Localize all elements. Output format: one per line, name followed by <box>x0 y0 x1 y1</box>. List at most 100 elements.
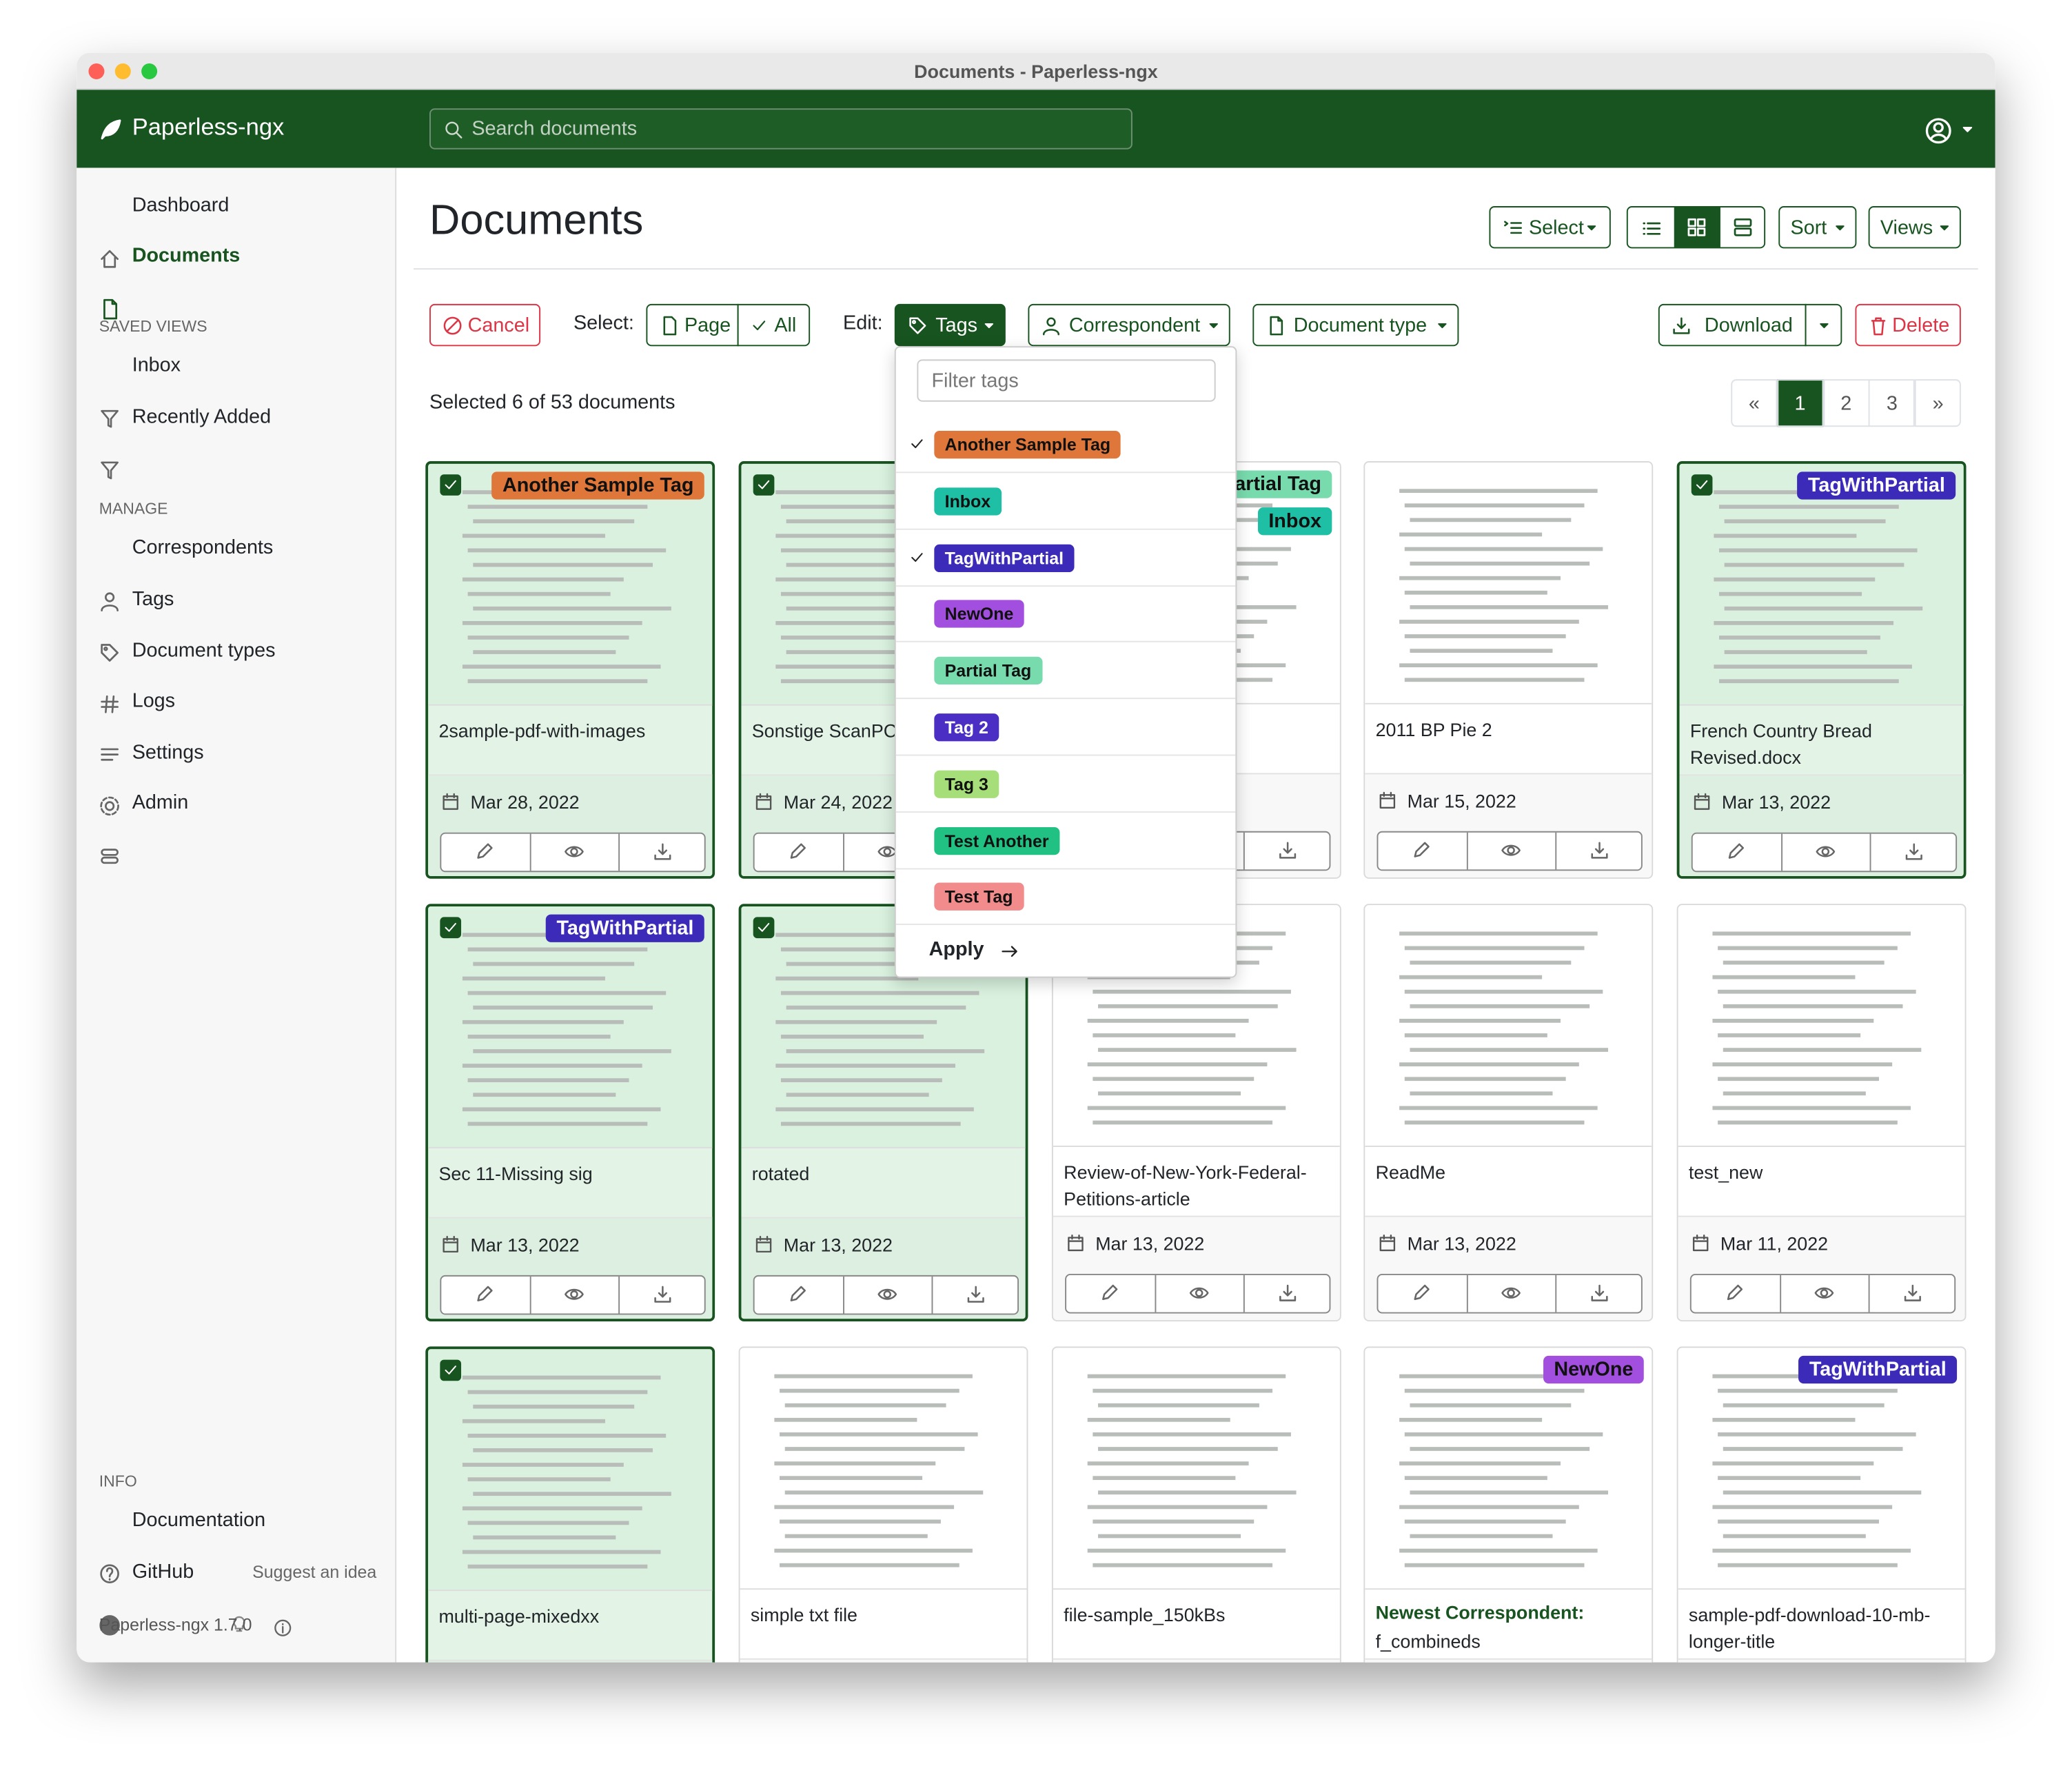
download-button[interactable] <box>1869 833 1958 871</box>
download-button[interactable] <box>931 1276 1019 1314</box>
download-button[interactable] <box>1243 1275 1332 1312</box>
download-menu[interactable] <box>1805 303 1842 347</box>
sidebar-link[interactable]: Dashboard <box>132 194 230 217</box>
document-title[interactable]: 2sample-pdf-with-images <box>438 720 646 742</box>
document-card[interactable]: multi-page-mixedxx <box>425 1346 715 1663</box>
pencil-button[interactable] <box>755 1277 843 1314</box>
correspondent-button[interactable]: Correspondent <box>1028 303 1230 347</box>
sort-button[interactable]: Sort <box>1778 206 1857 249</box>
document-title[interactable]: French Country Bread Revised.docx <box>1689 720 1872 768</box>
download-button[interactable] <box>1555 832 1643 870</box>
document-type-button[interactable]: Document type <box>1252 303 1459 347</box>
eye-button[interactable] <box>1466 832 1555 870</box>
tag-option[interactable]: Inbox <box>895 473 1236 530</box>
eye-button[interactable] <box>529 1276 618 1314</box>
document-title[interactable]: sample-pdf-download-10-mb-longer-title <box>1688 1604 1931 1652</box>
document-title[interactable]: multi-page-mixedxx <box>438 1605 600 1627</box>
document-title[interactable]: 2011 BP Pie 2 <box>1375 718 1492 740</box>
checkbox[interactable] <box>1691 474 1713 496</box>
document-card[interactable]: 2011 BP Pie 2 Mar 15, 2022 <box>1363 461 1654 879</box>
page-link[interactable]: 3 <box>1869 379 1916 427</box>
eye-button[interactable] <box>1466 1275 1555 1312</box>
pencil-button[interactable] <box>1378 833 1466 870</box>
eye-button[interactable] <box>843 1276 931 1314</box>
document-title[interactable]: Review-of-New-York-Federal-Petitions-art… <box>1064 1161 1307 1210</box>
tag-option[interactable]: Test Another <box>895 812 1236 869</box>
page-link[interactable]: 2 <box>1822 379 1869 427</box>
views-button[interactable]: Views <box>1868 206 1961 249</box>
sidebar-link[interactable]: Correspondents <box>132 536 274 559</box>
sidebar-link[interactable]: Settings <box>132 741 204 764</box>
pencil-button[interactable] <box>755 834 843 871</box>
document-card[interactable]: NewOne Newest Correspondent: f_combineds <box>1363 1346 1654 1663</box>
eye-button[interactable] <box>1155 1275 1243 1312</box>
document-card[interactable]: TagWithPartial Sec 11-Missing sig Mar 13, … <box>425 904 715 1321</box>
search-box[interactable]: Search documents <box>429 108 1133 150</box>
document-title[interactable]: ReadMe <box>1375 1161 1446 1183</box>
pencil-button[interactable] <box>1066 1275 1155 1312</box>
document-card[interactable]: file-sample_150kBs <box>1051 1346 1341 1663</box>
delete-button[interactable]: Delete <box>1855 303 1961 347</box>
sidebar-link[interactable]: Documents <box>132 244 241 267</box>
tag-option[interactable]: Tag 2 <box>895 699 1236 756</box>
page-link[interactable]: » <box>1915 379 1962 427</box>
sidebar-link[interactable]: Tags <box>132 588 174 611</box>
pencil-button[interactable] <box>1692 1275 1780 1312</box>
sidebar-link[interactable]: Recently Added <box>132 405 272 429</box>
checkbox[interactable] <box>753 474 775 496</box>
pencil-button[interactable] <box>1378 1275 1466 1312</box>
tag-option[interactable]: Another Sample Tag <box>895 416 1236 474</box>
pencil-button[interactable] <box>441 1277 529 1314</box>
document-title[interactable]: file-sample_150kBs <box>1064 1604 1226 1625</box>
sidebar-link[interactable]: Suggest an idea <box>252 1561 377 1582</box>
tag-option[interactable]: Partial Tag <box>895 642 1236 700</box>
document-title[interactable]: Sec 11-Missing sig <box>438 1162 593 1184</box>
tag-option[interactable]: Test Tag <box>895 869 1236 926</box>
pencil-button[interactable] <box>1693 834 1781 871</box>
page-link[interactable]: 1 <box>1776 379 1824 427</box>
sidebar-link[interactable]: Inbox <box>132 354 181 377</box>
brand[interactable]: Paperless-ngx <box>132 113 285 141</box>
download-button[interactable] <box>618 1276 707 1314</box>
document-title[interactable]: f_combineds <box>1375 1630 1481 1652</box>
download-button[interactable] <box>1868 1275 1957 1312</box>
sidebar-link[interactable]: GitHub <box>132 1560 194 1583</box>
tag-option[interactable]: TagWithPartial <box>895 529 1236 587</box>
download-button[interactable] <box>1555 1275 1643 1312</box>
document-title[interactable]: rotated <box>751 1162 810 1184</box>
view-toggle[interactable] <box>1626 206 1766 249</box>
sidebar-link[interactable]: Logs <box>132 689 176 713</box>
tag-option[interactable]: Tag 3 <box>895 755 1236 813</box>
cancel-button[interactable]: Cancel <box>429 303 541 347</box>
document-title[interactable]: simple txt file <box>750 1604 857 1625</box>
sidebar-link[interactable]: Document types <box>132 639 276 662</box>
checkbox[interactable] <box>440 1359 462 1381</box>
eye-button[interactable] <box>529 833 618 871</box>
document-card[interactable]: ReadMe Mar 13, 2022 <box>1363 904 1654 1321</box>
tag-option[interactable]: NewOne <box>895 586 1236 643</box>
checkbox[interactable] <box>440 917 462 939</box>
eye-button[interactable] <box>1781 833 1869 871</box>
filter-input[interactable]: Filter tags <box>917 359 1216 402</box>
apply-button[interactable]: Apply <box>917 934 1036 966</box>
document-card[interactable]: test_new Mar 11, 2022 <box>1676 904 1967 1321</box>
download-button[interactable] <box>618 833 707 871</box>
document-title[interactable]: test_new <box>1688 1161 1763 1183</box>
select-all-button[interactable]: All <box>737 303 811 347</box>
eye-button[interactable] <box>1780 1275 1868 1312</box>
checkbox[interactable] <box>753 917 775 939</box>
download-button[interactable] <box>1243 832 1332 870</box>
select-button[interactable]: Select <box>1489 206 1611 249</box>
document-card[interactable]: TagWithPartial French Country Bread Revis… <box>1676 461 1967 879</box>
document-card[interactable]: rotated Mar 13, 2022 <box>738 904 1028 1321</box>
sidebar-link[interactable]: Admin <box>132 791 189 814</box>
sidebar-link[interactable]: Documentation <box>132 1509 266 1532</box>
select-page-button[interactable]: Page <box>646 303 739 347</box>
document-card[interactable]: simple txt file <box>738 1346 1028 1663</box>
page-link[interactable]: « <box>1731 379 1778 427</box>
pencil-button[interactable] <box>441 834 529 871</box>
checkbox[interactable] <box>440 474 462 496</box>
document-card[interactable]: TagWithPartial sample-pdf-download-10-mb-… <box>1676 1346 1967 1663</box>
tags-button[interactable]: Tags <box>894 303 1006 347</box>
download-button[interactable]: Download <box>1658 303 1807 347</box>
